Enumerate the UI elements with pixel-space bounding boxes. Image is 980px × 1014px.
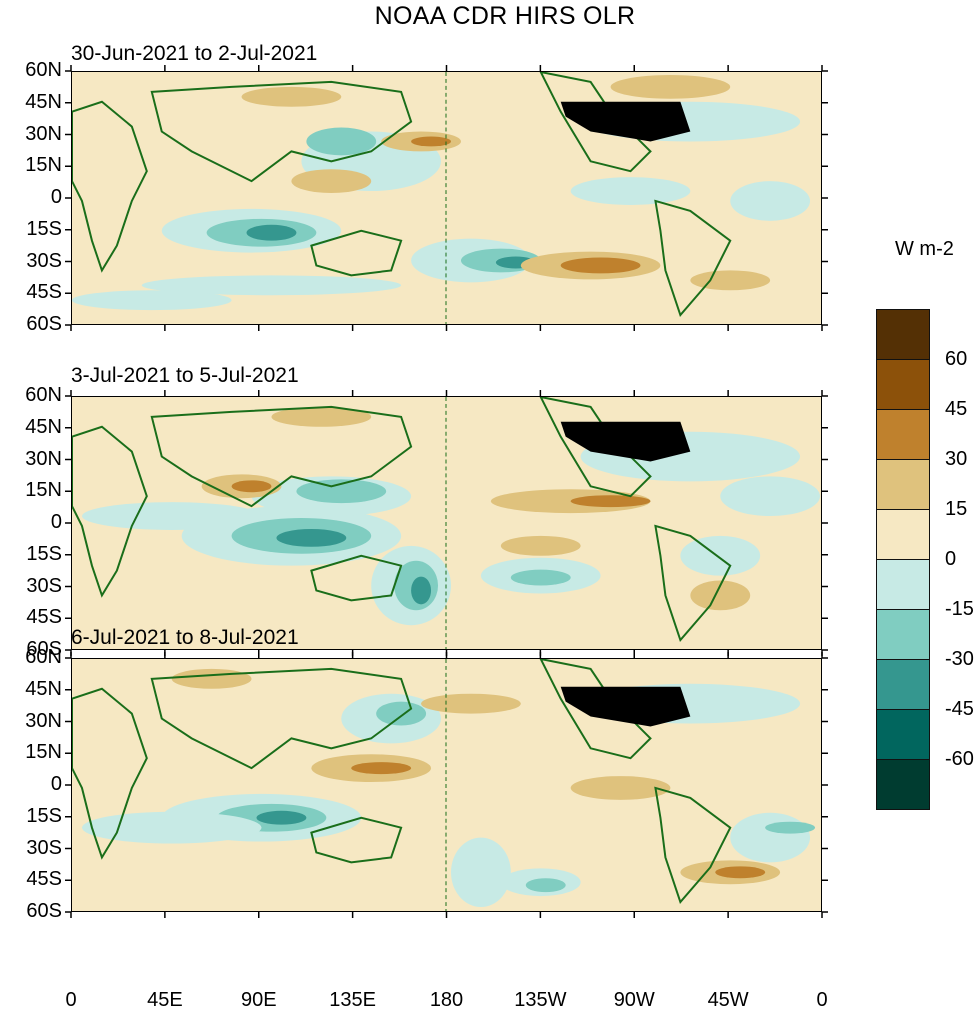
lon-tick-label: 180 bbox=[429, 989, 464, 1011]
lat-tick-label: 15N bbox=[25, 154, 62, 177]
colorbar-swatch bbox=[876, 409, 930, 460]
lat-tick-label: 15S bbox=[26, 217, 62, 240]
colorbar-swatch bbox=[876, 509, 930, 560]
colorbar-swatch bbox=[876, 559, 930, 610]
colorbar-swatch bbox=[876, 759, 930, 810]
panel-1-date-range: 30-Jun-2021 to 2-Jul-2021 bbox=[71, 42, 318, 65]
lon-tick-label: 135W bbox=[514, 989, 567, 1011]
lat-tick-label: 15S bbox=[26, 542, 62, 565]
colorbar-swatch bbox=[876, 359, 930, 410]
lat-tick-label: 15S bbox=[26, 804, 62, 827]
colorbar-label: -15 bbox=[945, 598, 974, 620]
lat-tick-label: 0 bbox=[50, 511, 62, 533]
lat-tick-label: 0 bbox=[50, 186, 62, 208]
colorbar-label: 0 bbox=[945, 548, 957, 570]
lat-tick-label: 30S bbox=[26, 836, 62, 859]
colorbar-units: W m-2 bbox=[895, 238, 954, 260]
colorbar-label: -30 bbox=[945, 648, 974, 670]
lat-tick-label: 60S bbox=[26, 900, 62, 922]
lat-tick-label: 45N bbox=[25, 677, 62, 700]
colorbar-label: 30 bbox=[945, 448, 968, 470]
panel-2-date-range: 3-Jul-2021 to 5-Jul-2021 bbox=[71, 364, 299, 387]
colorbar-label: -60 bbox=[945, 748, 974, 770]
panel-3-date-range: 6-Jul-2021 to 8-Jul-2021 bbox=[71, 626, 299, 649]
lon-tick-label: 90W bbox=[613, 989, 655, 1011]
lon-tick-label: 0 bbox=[65, 989, 77, 1011]
lon-tick-label: 135E bbox=[329, 989, 376, 1011]
colorbar-swatch bbox=[876, 609, 930, 660]
colorbar-swatch bbox=[876, 309, 930, 360]
lat-tick-label: 45S bbox=[26, 606, 62, 629]
lat-tick-label: 60S bbox=[26, 313, 62, 335]
lat-tick-label: 30S bbox=[26, 574, 62, 597]
colorbar-label: -45 bbox=[945, 698, 974, 720]
lat-tick-label: 15N bbox=[25, 479, 62, 502]
lat-tick-label: 45S bbox=[26, 868, 62, 891]
panel-1-map bbox=[71, 71, 822, 325]
panel-3-map bbox=[71, 658, 822, 912]
figure-title: NOAA CDR HIRS OLR bbox=[374, 2, 636, 30]
lon-tick-label: 45W bbox=[707, 989, 749, 1011]
lat-tick-label: 0 bbox=[50, 773, 62, 795]
lat-tick-label: 60S bbox=[26, 638, 62, 660]
lat-tick-label: 30N bbox=[25, 447, 62, 470]
lat-tick-label: 45N bbox=[25, 415, 62, 438]
lon-tick-label: 0 bbox=[816, 989, 828, 1011]
lat-tick-label: 60N bbox=[25, 646, 62, 668]
colorbar-swatch bbox=[876, 659, 930, 710]
panel-2-map bbox=[71, 396, 822, 650]
colorbar-label: 60 bbox=[945, 348, 968, 370]
lat-tick-label: 30N bbox=[25, 709, 62, 732]
lat-tick-label: 30S bbox=[26, 249, 62, 272]
lon-tick-label: 45E bbox=[147, 989, 183, 1011]
colorbar-swatch bbox=[876, 709, 930, 760]
olr-anomaly-field-2 bbox=[72, 397, 821, 649]
lat-tick-label: 45S bbox=[26, 281, 62, 304]
lat-tick-label: 60N bbox=[25, 59, 62, 81]
lon-tick-label: 90E bbox=[240, 989, 277, 1011]
lat-tick-label: 30N bbox=[25, 122, 62, 145]
olr-anomaly-field-3 bbox=[72, 659, 821, 911]
colorbar-swatch bbox=[876, 459, 930, 510]
colorbar bbox=[876, 309, 930, 810]
lat-tick-label: 15N bbox=[25, 741, 62, 764]
colorbar-label: 15 bbox=[945, 498, 968, 520]
lat-tick-label: 45N bbox=[25, 90, 62, 113]
olr-anomaly-field-1 bbox=[72, 72, 821, 324]
lat-tick-label: 60N bbox=[25, 384, 62, 406]
colorbar-label: 45 bbox=[945, 398, 968, 420]
